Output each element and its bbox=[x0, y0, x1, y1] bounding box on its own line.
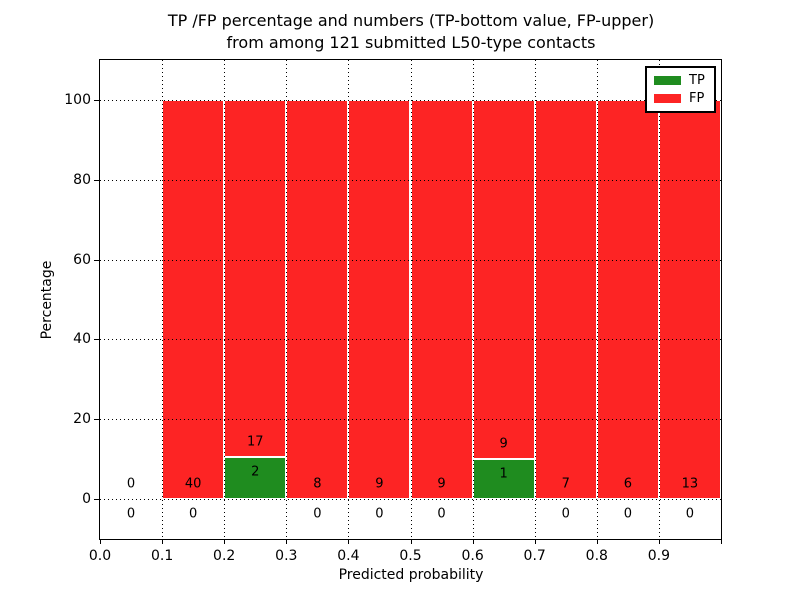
chart-title-line1: TP /FP percentage and numbers (TP-bottom… bbox=[167, 11, 655, 30]
y-tick-label: 60 bbox=[73, 251, 91, 268]
tp-legend-swatch bbox=[654, 76, 681, 85]
x-tick-mark bbox=[286, 540, 288, 544]
vertical-gridline bbox=[224, 60, 225, 539]
horizontal-gridline bbox=[100, 419, 721, 420]
horizontal-gridline bbox=[100, 339, 721, 340]
fp-bar-segment bbox=[534, 99, 597, 500]
legend: TP FP bbox=[645, 66, 716, 113]
y-tick-mark bbox=[94, 339, 99, 340]
vertical-gridline bbox=[162, 60, 163, 539]
vertical-gridline bbox=[535, 60, 536, 539]
chart-title: TP /FP percentage and numbers (TP-bottom… bbox=[100, 10, 722, 54]
tp-bar-segment bbox=[472, 459, 535, 500]
vertical-gridline bbox=[348, 60, 349, 539]
fp-legend-swatch bbox=[654, 94, 681, 103]
vertical-gridline bbox=[473, 60, 474, 539]
x-tick-mark bbox=[472, 540, 474, 544]
fp-count-label: 9 bbox=[375, 476, 384, 492]
fp-bar-segment bbox=[658, 99, 721, 500]
fp-legend-label: FP bbox=[689, 91, 705, 106]
x-tick-label: 0.3 bbox=[275, 548, 298, 564]
tp-bar-segment bbox=[224, 457, 287, 500]
tp-count-label: 0 bbox=[623, 506, 632, 522]
plot-area: 0 0 40 0 17 2 8 0 9 0 9 0 9 1 7 0 6 0 13 0 bbox=[99, 59, 722, 540]
chart-title-line2: from among 121 submitted L50-type contac… bbox=[226, 33, 596, 52]
horizontal-gridline bbox=[100, 499, 721, 500]
x-tick-mark bbox=[658, 540, 660, 544]
fp-bar-segment bbox=[472, 99, 535, 460]
fp-count-label: 9 bbox=[499, 436, 508, 452]
y-tick-mark bbox=[94, 260, 99, 261]
fp-bar-segment bbox=[286, 99, 349, 500]
fp-count-label: 13 bbox=[681, 476, 699, 492]
legend-entry-tp: TP bbox=[654, 74, 707, 87]
x-tick-label: 0.1 bbox=[150, 548, 174, 564]
vertical-gridline bbox=[597, 60, 598, 539]
vertical-gridline bbox=[286, 60, 287, 539]
fp-count-label: 9 bbox=[437, 476, 446, 492]
x-tick-mark bbox=[224, 540, 226, 544]
x-tick-label: 0.2 bbox=[213, 548, 236, 564]
x-tick-label: 0.4 bbox=[337, 548, 360, 564]
tp-count-label: 0 bbox=[437, 506, 446, 522]
x-tick-mark bbox=[534, 540, 536, 544]
tp-count-label: 1 bbox=[499, 466, 508, 482]
fp-bar-segment bbox=[224, 99, 287, 458]
fp-count-label: 7 bbox=[561, 476, 570, 492]
fp-bar-segment bbox=[162, 99, 225, 500]
fp-count-label: 17 bbox=[246, 434, 264, 450]
x-tick-label: 0.0 bbox=[88, 548, 112, 564]
tp-count-label: 0 bbox=[375, 506, 384, 522]
x-tick-label: 0.8 bbox=[585, 548, 608, 564]
x-tick-mark bbox=[162, 540, 164, 544]
horizontal-gridline bbox=[100, 100, 721, 101]
y-axis-label: Percentage bbox=[39, 260, 55, 340]
tp-count-label: 0 bbox=[561, 506, 570, 522]
fp-bar-segment bbox=[596, 99, 659, 500]
horizontal-gridline bbox=[100, 260, 721, 261]
y-tick-mark bbox=[94, 180, 99, 181]
y-tick-label: 40 bbox=[73, 331, 91, 348]
x-tick-mark bbox=[348, 540, 350, 544]
x-tick-mark bbox=[410, 540, 412, 544]
tp-count-label: 0 bbox=[189, 506, 198, 522]
tp-count-label: 0 bbox=[313, 506, 322, 522]
y-tick-mark bbox=[94, 419, 99, 420]
x-tick-mark bbox=[100, 540, 101, 544]
vertical-gridline bbox=[659, 60, 660, 539]
y-tick-mark bbox=[94, 100, 99, 101]
x-tick-label: 0.9 bbox=[647, 548, 671, 564]
fp-bar-segment bbox=[348, 99, 411, 500]
y-tick-label: 80 bbox=[73, 171, 91, 188]
x-tick-mark bbox=[596, 540, 598, 544]
x-tick-mark bbox=[721, 540, 722, 544]
y-tick-label: 0 bbox=[82, 491, 91, 508]
fp-count-label: 6 bbox=[623, 476, 632, 492]
fp-count-label: 0 bbox=[126, 476, 136, 492]
y-tick-label: 20 bbox=[73, 411, 91, 428]
tp-legend-label: TP bbox=[689, 73, 705, 88]
legend-entry-fp: FP bbox=[654, 92, 707, 105]
x-tick-label: 0.7 bbox=[523, 548, 546, 564]
vertical-gridline bbox=[411, 60, 412, 539]
fp-bar-segment bbox=[410, 99, 473, 500]
x-tick-label: 0.6 bbox=[461, 548, 484, 564]
tp-count-label: 2 bbox=[251, 464, 260, 480]
tp-count-label: 0 bbox=[685, 506, 695, 522]
horizontal-gridline bbox=[100, 180, 721, 181]
x-axis-label: Predicted probability bbox=[338, 567, 484, 583]
y-tick-mark bbox=[94, 499, 99, 500]
tp-count-label: 0 bbox=[126, 506, 136, 522]
fp-count-label: 40 bbox=[184, 476, 202, 492]
fp-count-label: 8 bbox=[313, 476, 322, 492]
y-tick-label: 100 bbox=[64, 91, 91, 108]
x-tick-label: 0.5 bbox=[399, 548, 422, 564]
